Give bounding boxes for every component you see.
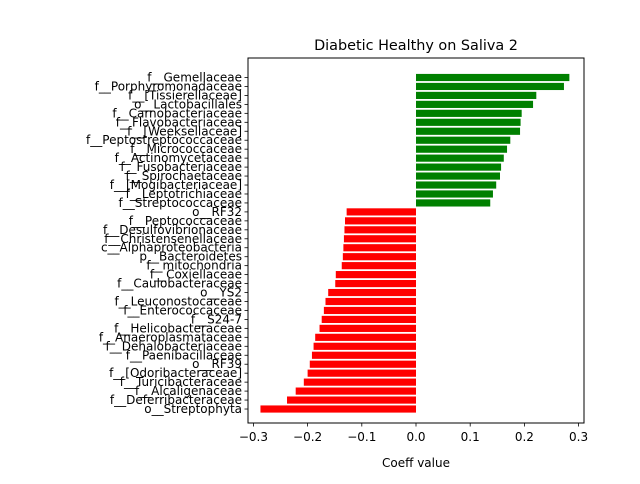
bar [344,226,416,234]
bars-group [260,73,570,413]
x-tick-label: 0.1 [461,430,480,444]
category-label: f__Christensenellaceae [104,232,242,246]
bar [319,324,416,332]
bar [287,396,416,404]
bar [416,100,534,108]
x-tick-label: 0.3 [569,430,588,444]
bar [260,405,416,413]
category-label: f__Porphyromonadaceae [95,79,242,93]
category-label: f__Desulfovibrionaceae [103,223,242,237]
bar [295,387,416,395]
x-tick-label: −0.2 [293,430,322,444]
category-label: f__Deferribacteraceae [110,393,242,407]
x-axis-label: Coeff value [382,456,450,470]
category-label: o__YS2 [200,286,242,300]
bar [416,109,522,117]
category-label: f__Leptotrichiaceae [126,187,242,201]
x-axis: −0.3 −0.2 −0.1 0.0 0.1 0.2 0.3 [239,423,588,444]
bar [416,118,521,126]
category-label: f__[Weeksellaceae] [127,124,242,138]
bar [328,288,416,297]
category-label: f__Streptococcaceae [119,196,242,210]
bar [335,271,416,279]
plot-frame [247,57,585,424]
bar [341,262,416,270]
chart-title: Diabetic Healthy on Saliva 2 [314,38,518,54]
bar [416,154,504,162]
category-label: f__Coxiellaceae [150,268,242,282]
category-label: c__Alphaproteobacteria [101,241,242,255]
category-label: f__mitochondria [146,259,242,273]
category-label: f__Helicobacteraceae [114,321,242,335]
bar [325,297,416,306]
bar [416,127,521,135]
bar [345,217,416,225]
x-tick-label: 0.2 [515,430,534,444]
bar [343,235,416,243]
category-label: o__Streptophyta [144,402,242,416]
category-label: f__Paenibacillaceae [126,348,242,362]
bar [311,351,416,359]
category-label: f__Alcaligenaceae [135,384,242,398]
category-label: f__Enterococcaceae [123,303,242,317]
bar [416,181,497,189]
category-label: f__Fusobacteriaceae [120,160,242,174]
bar [416,91,537,100]
category-label: p__Bacteroidetes [139,250,242,264]
category-label: o__Lactobacillales [134,97,242,111]
category-label: f__Dehalobacteriaceae [106,339,242,353]
bar [343,244,416,252]
bar [416,190,493,198]
bar [321,315,416,324]
category-label: f__Spirochaetaceae [125,169,242,183]
bar [342,253,416,261]
bar [315,333,416,341]
category-label: f__[Tissierellaceae] [128,88,242,102]
x-tick-label: −0.1 [347,430,376,444]
category-label: f__Leuconostocaceae [114,295,242,309]
bar [416,145,508,153]
category-label: f__Actinomycetaceae [115,151,242,165]
bar [313,342,416,350]
bar [309,360,416,368]
category-label: o__RF39 [192,357,242,371]
bar [335,279,416,288]
category-label: f__Peptostreptococcaceae [86,133,242,147]
bar [307,369,416,377]
category-label: f__Flavobacteriaceae [116,115,242,129]
bar [416,163,502,171]
x-tick-label: 0.0 [406,430,425,444]
bar [323,306,416,315]
x-tick-label: −0.3 [239,430,268,444]
bar [346,208,416,216]
bar [416,199,491,207]
category-label: f__S24-7 [191,312,242,326]
category-label: f__[Mogibacteriaceae] [110,178,242,192]
bar [416,172,500,180]
category-label: f__Peptococcaceae [129,214,242,228]
bar [416,82,564,91]
category-label: f__[Odoribacteraceae] [109,366,242,380]
bar [416,136,511,144]
category-labels-group: f__Gemellaceaef__Porphyromonadaceaef__[T… [86,71,248,416]
bar [303,378,416,386]
category-label: f__Turicibacteraceae [120,375,242,389]
category-label: o__RF32 [192,205,242,219]
category-label: f__Carnobacteriaceae [112,106,242,120]
bar [416,73,570,82]
category-label: f__Caulobacteraceae [117,277,242,291]
category-label: f__Gemellaceae [147,71,242,85]
category-label: f__Micrococcaceae [130,142,242,156]
category-label: f__Anaeroplasmataceae [99,330,242,344]
